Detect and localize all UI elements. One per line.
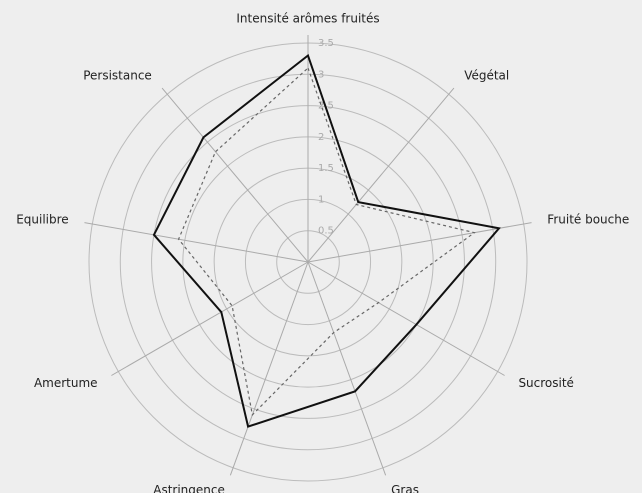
tick-label: 1.5 <box>318 163 334 174</box>
tick-label: 2 <box>318 132 324 143</box>
axis-label: Equilibre <box>16 212 68 226</box>
tick-label: 1 <box>318 194 324 205</box>
axis-line <box>229 261 309 476</box>
axis-label: Persistance <box>83 68 152 82</box>
axis-label: Sucrosité <box>518 376 574 390</box>
tick-label: 3 <box>318 69 324 80</box>
axis-label: Amertume <box>34 376 98 390</box>
axis-line <box>307 222 532 263</box>
axis-label: Végétal <box>464 68 509 82</box>
tick-label: 3.5 <box>318 38 334 49</box>
axis-line <box>307 261 387 476</box>
tick-label: 0.5 <box>318 226 334 237</box>
series-line <box>177 66 476 417</box>
axis-line <box>84 222 309 263</box>
axis-label: Astringence <box>153 483 225 493</box>
axis-line <box>161 87 309 263</box>
axis-label: Intensité arômes fruités <box>236 12 379 26</box>
axis-line <box>307 261 505 376</box>
axis-label: Fruité bouche <box>547 212 629 226</box>
axis-line <box>111 261 309 376</box>
series-line <box>152 53 501 428</box>
axis-line <box>307 87 455 263</box>
axis-label: Gras <box>391 483 419 493</box>
